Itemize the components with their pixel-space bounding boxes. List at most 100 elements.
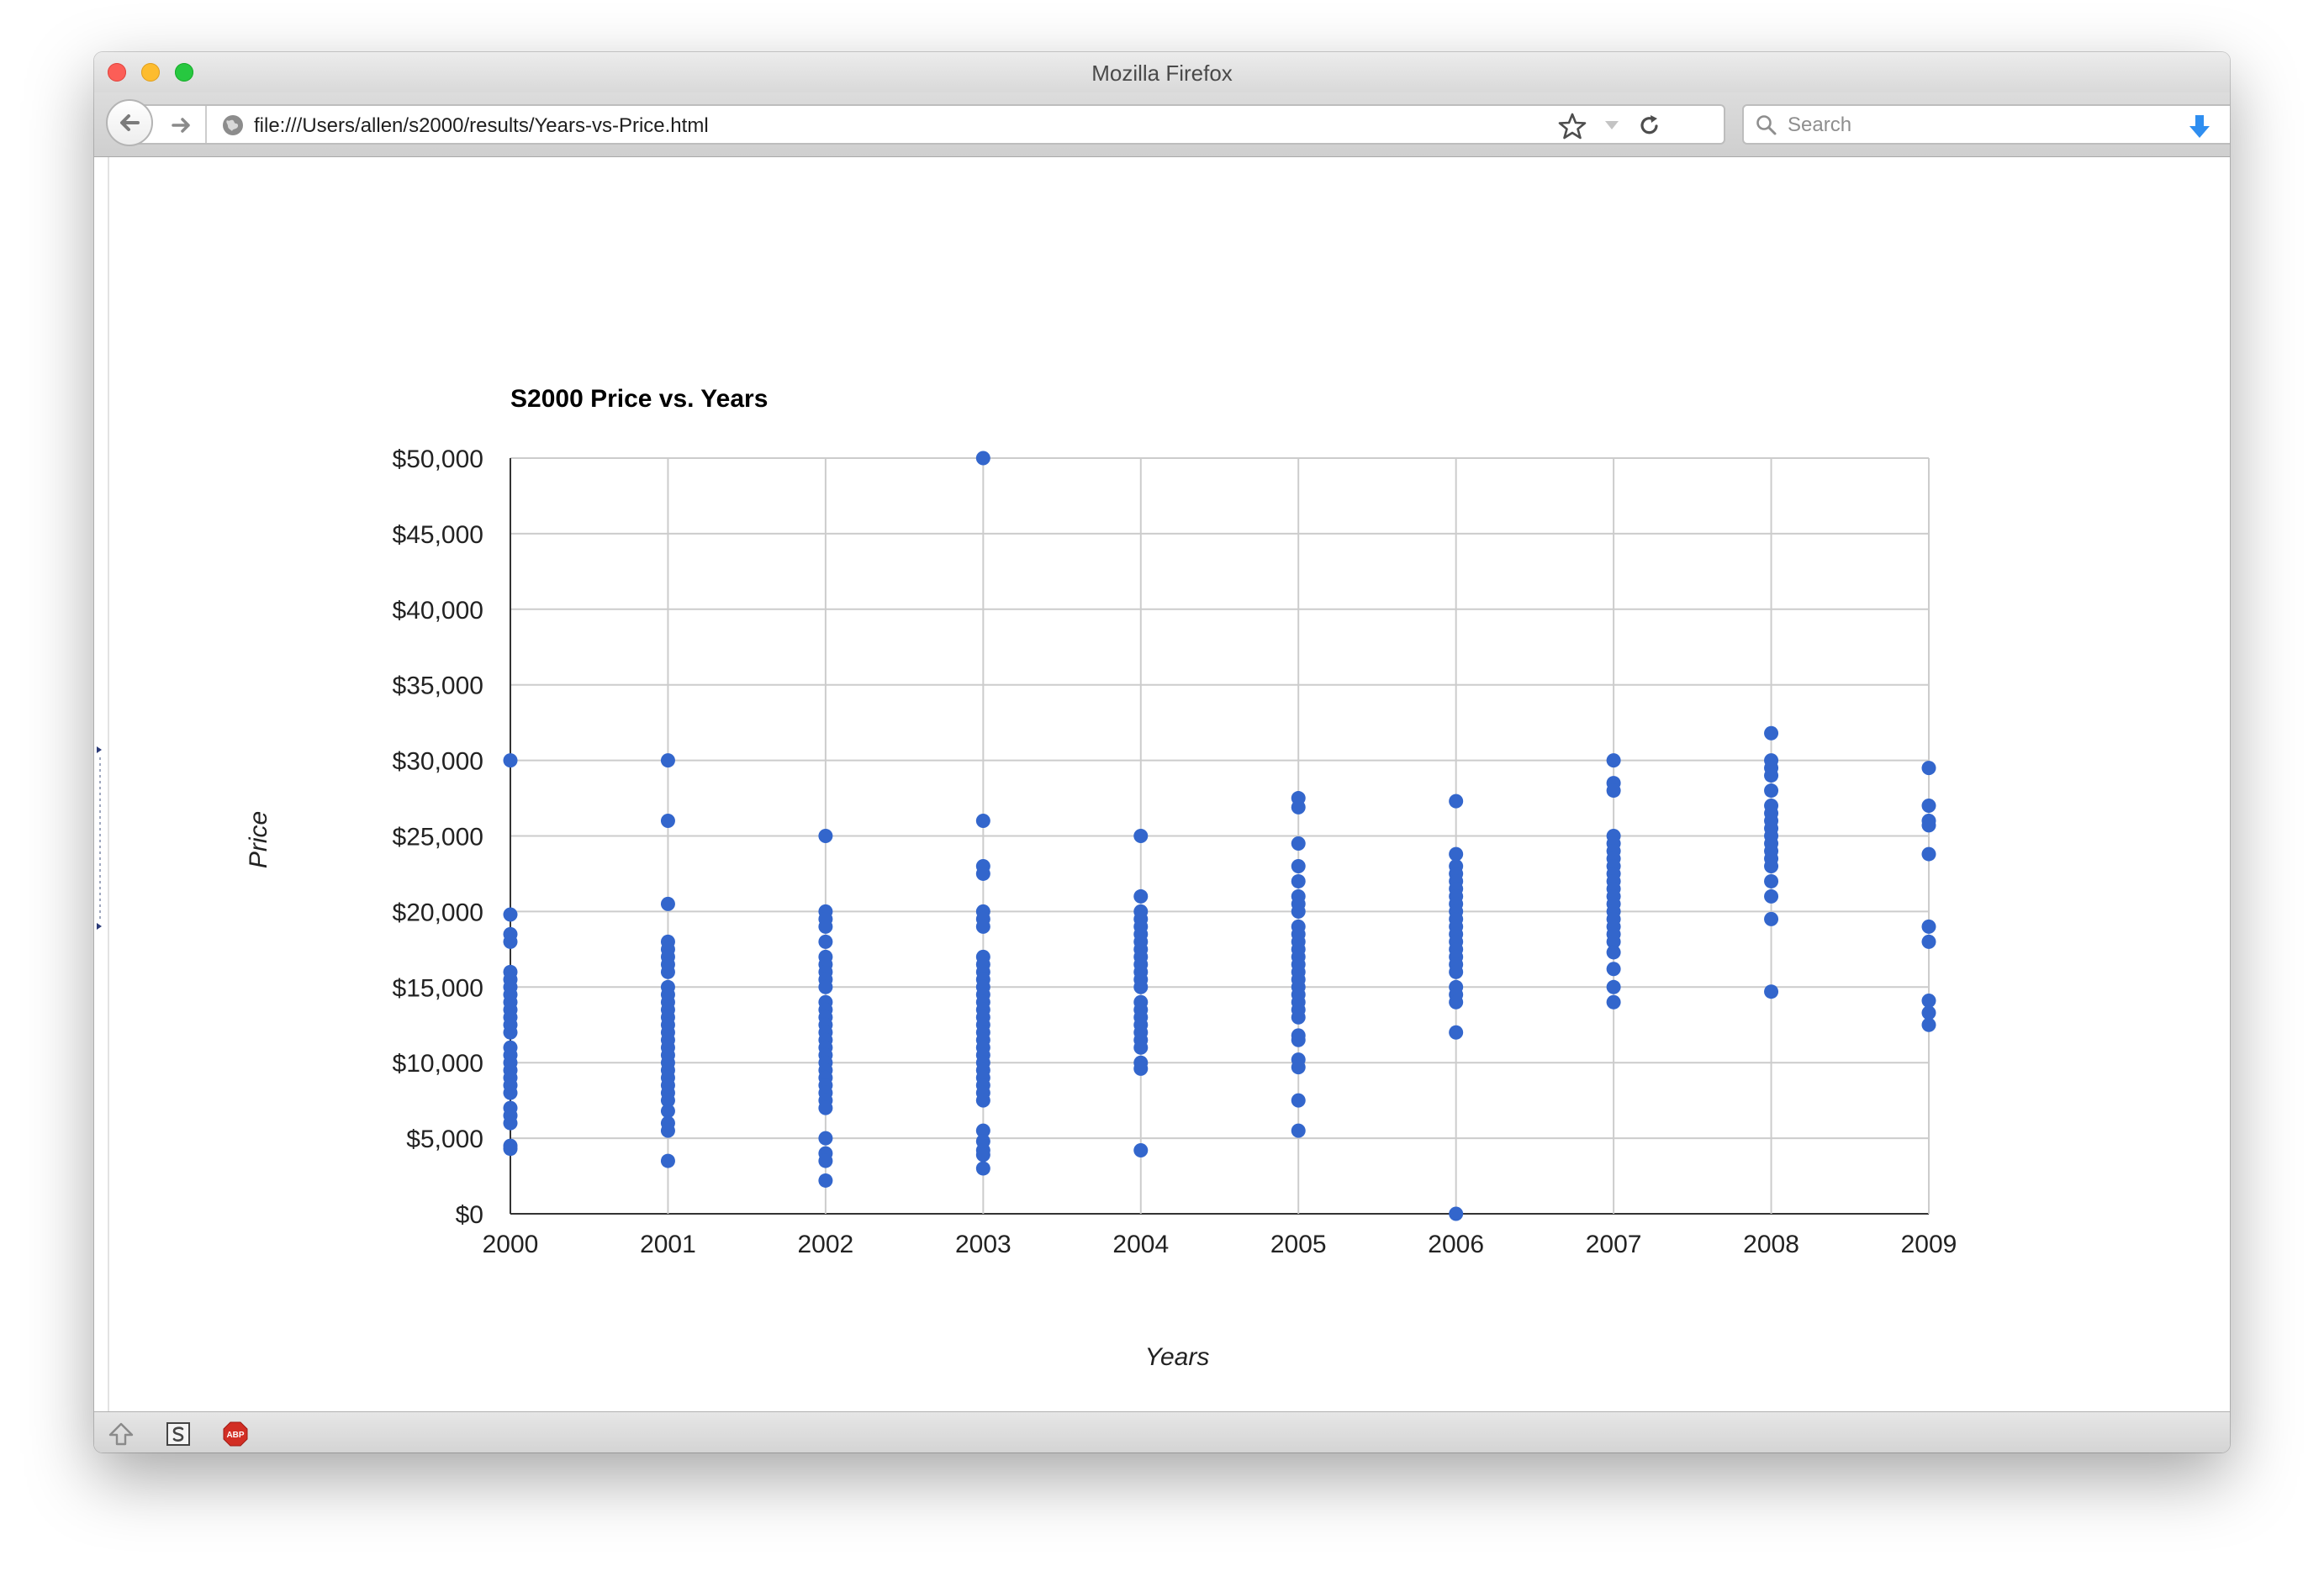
close-window-button[interactable]: [108, 63, 126, 82]
data-point[interactable]: [1291, 1032, 1306, 1047]
data-point[interactable]: [1764, 858, 1779, 873]
data-point[interactable]: [1606, 945, 1621, 960]
data-point[interactable]: [503, 753, 518, 768]
data-point[interactable]: [1449, 1206, 1464, 1221]
data-point[interactable]: [660, 1093, 675, 1108]
data-point[interactable]: [1764, 911, 1779, 926]
zoom-window-button[interactable]: [175, 63, 193, 82]
data-point[interactable]: [1921, 919, 1936, 934]
data-point[interactable]: [818, 1173, 833, 1188]
data-point[interactable]: [1921, 846, 1936, 862]
data-point[interactable]: [1921, 1005, 1936, 1020]
data-point[interactable]: [1291, 799, 1306, 815]
data-point[interactable]: [660, 1153, 675, 1168]
reload-icon[interactable]: [1636, 112, 1663, 139]
data-point[interactable]: [818, 934, 833, 949]
back-button[interactable]: [106, 99, 153, 146]
x-axis-label: Years: [1145, 1343, 1210, 1371]
data-point[interactable]: [1921, 761, 1936, 776]
data-point[interactable]: [503, 1085, 518, 1100]
data-point[interactable]: [1921, 818, 1936, 833]
data-point[interactable]: [1291, 904, 1306, 919]
data-point[interactable]: [818, 1131, 833, 1146]
data-point[interactable]: [818, 829, 833, 843]
data-point[interactable]: [1133, 1061, 1149, 1076]
data-point[interactable]: [1921, 993, 1936, 1008]
data-point[interactable]: [975, 866, 990, 881]
data-point[interactable]: [1606, 962, 1621, 977]
data-point[interactable]: [1764, 725, 1779, 741]
url-bar[interactable]: file:///Users/allen/s2000/results/Years-…: [135, 104, 1725, 145]
data-point[interactable]: [1764, 768, 1779, 783]
data-point[interactable]: [1921, 799, 1936, 814]
y-tick-label: $40,000: [393, 597, 483, 625]
search-bar[interactable]: [1742, 104, 2230, 145]
data-point[interactable]: [1291, 836, 1306, 851]
data-point[interactable]: [660, 1123, 675, 1138]
data-point[interactable]: [975, 919, 990, 934]
forward-button[interactable]: [165, 113, 198, 138]
data-point[interactable]: [1449, 1025, 1464, 1040]
arrow-up-icon[interactable]: [108, 1421, 135, 1447]
forward-arrow-icon: [172, 118, 190, 133]
data-point[interactable]: [660, 1104, 675, 1119]
add-on-bar: ABP: [94, 1411, 2230, 1453]
data-point[interactable]: [1291, 1010, 1306, 1025]
data-point[interactable]: [818, 1153, 833, 1168]
globe-icon[interactable]: [220, 113, 246, 138]
data-point[interactable]: [1449, 794, 1464, 809]
data-point[interactable]: [1449, 994, 1464, 1010]
adblock-plus-icon[interactable]: ABP: [222, 1421, 249, 1447]
data-point[interactable]: [1606, 753, 1621, 768]
data-point[interactable]: [1133, 1040, 1149, 1055]
data-point[interactable]: [1764, 984, 1779, 999]
data-point[interactable]: [660, 896, 675, 911]
data-point[interactable]: [1764, 783, 1779, 799]
sidebar-splitter-handle[interactable]: [96, 746, 104, 931]
data-point[interactable]: [975, 814, 990, 829]
search-input[interactable]: [1786, 111, 2230, 140]
data-point[interactable]: [1291, 858, 1306, 873]
data-point[interactable]: [1764, 873, 1779, 888]
data-point[interactable]: [1291, 1093, 1306, 1108]
data-point[interactable]: [1921, 934, 1936, 949]
data-point[interactable]: [660, 753, 675, 768]
data-point[interactable]: [503, 1141, 518, 1157]
data-point[interactable]: [1133, 888, 1149, 904]
data-point[interactable]: [660, 964, 675, 979]
x-tick-label: 2002: [798, 1231, 854, 1258]
data-point[interactable]: [1606, 783, 1621, 799]
data-point[interactable]: [1606, 934, 1621, 949]
data-point[interactable]: [818, 1100, 833, 1115]
data-point[interactable]: [503, 934, 518, 949]
data-point[interactable]: [818, 979, 833, 994]
data-point[interactable]: [503, 1115, 518, 1131]
minimize-window-button[interactable]: [141, 63, 160, 82]
data-point[interactable]: [1133, 979, 1149, 994]
data-point[interactable]: [975, 1161, 990, 1176]
data-point[interactable]: [1133, 829, 1149, 843]
data-point[interactable]: [1606, 994, 1621, 1010]
data-point[interactable]: [1291, 1060, 1306, 1075]
data-point[interactable]: [660, 814, 675, 829]
data-point[interactable]: [1921, 1017, 1936, 1032]
data-point[interactable]: [975, 451, 990, 466]
data-point[interactable]: [1133, 1142, 1149, 1157]
data-point[interactable]: [503, 907, 518, 922]
data-point[interactable]: [1449, 846, 1464, 862]
url-text[interactable]: file:///Users/allen/s2000/results/Years-…: [254, 114, 709, 137]
data-point[interactable]: [975, 1147, 990, 1163]
s-square-icon[interactable]: [165, 1421, 192, 1447]
history-dropdown-icon[interactable]: [1603, 118, 1621, 133]
star-icon[interactable]: [1557, 111, 1587, 141]
data-point[interactable]: [818, 919, 833, 934]
data-point[interactable]: [503, 1025, 518, 1040]
data-point[interactable]: [975, 1093, 990, 1108]
download-arrow-icon[interactable]: [2184, 113, 2215, 143]
data-point[interactable]: [1764, 888, 1779, 904]
data-point[interactable]: [1291, 1123, 1306, 1138]
data-point[interactable]: [975, 1123, 990, 1138]
data-point[interactable]: [1291, 873, 1306, 888]
data-point[interactable]: [1449, 964, 1464, 979]
data-point[interactable]: [1606, 979, 1621, 994]
